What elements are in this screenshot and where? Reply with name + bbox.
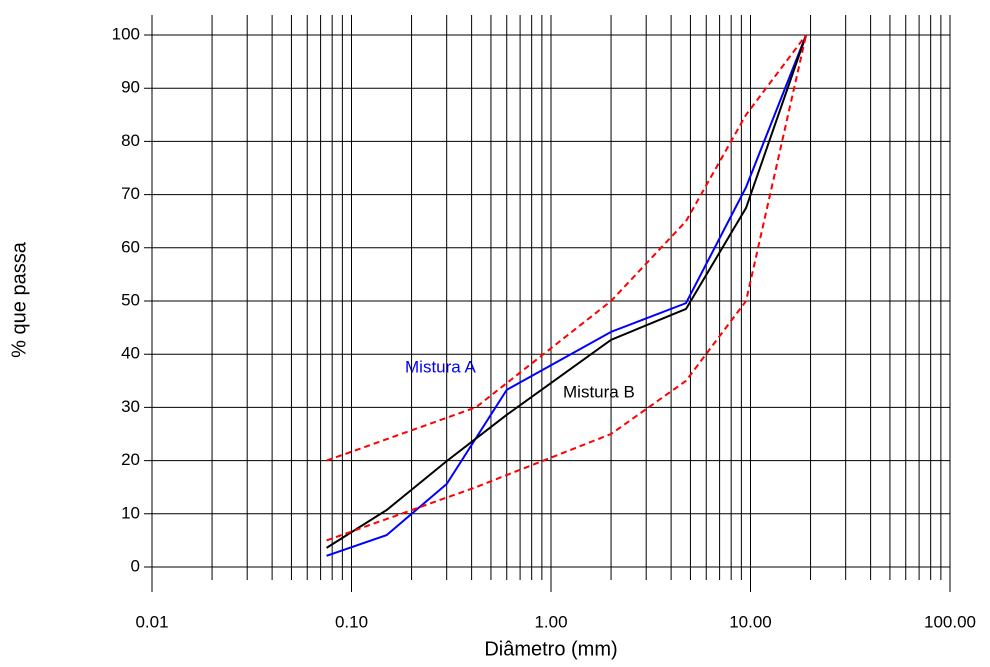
y-tick-label: 50 [121,290,140,309]
series-line [326,34,807,462]
x-tick-label: 0.10 [335,612,368,631]
y-tick-label: 80 [121,131,140,150]
x-tick-label: 0.01 [135,612,168,631]
y-tick-label: 40 [121,344,140,363]
y-tick-label: 90 [121,78,140,97]
y-tick-label: 100 [112,24,140,43]
x-tick-label: 1.00 [534,612,567,631]
series-line [326,34,808,549]
x-tick-label: 10.00 [729,612,772,631]
y-tick-label: 10 [121,503,140,522]
series-label: Mistura B [563,382,635,401]
y-tick-label: 20 [121,450,140,469]
x-axis-label: Diâmetro (mm) [484,638,617,660]
y-tick-label: 30 [121,397,140,416]
y-tick-label: 70 [121,184,140,203]
series-line [326,34,808,542]
series-label: Mistura A [405,357,477,376]
y-tick-label: 0 [131,556,140,575]
x-tick-label: 100.00 [924,612,976,631]
y-tick-label: 60 [121,237,140,256]
y-axis-label: % que passa [8,241,30,358]
series-line [326,34,808,557]
